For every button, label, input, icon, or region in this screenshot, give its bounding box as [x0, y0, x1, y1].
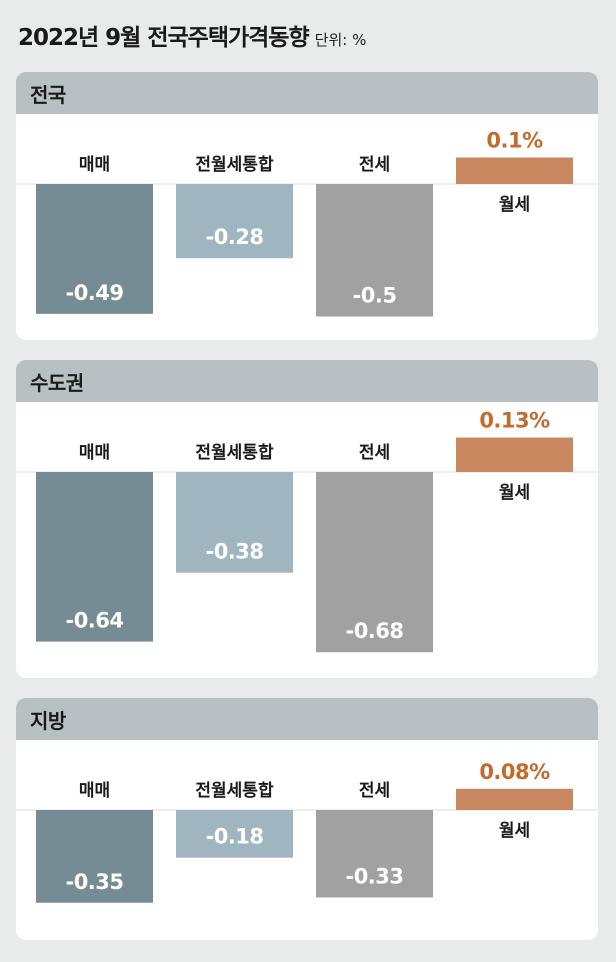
bar-chart: 매매 -0.35 전월세통합 -0.18 전세 -0.33 월세 0.08%	[16, 760, 598, 903]
bar-jeonse	[316, 472, 433, 653]
category-label: 월세	[499, 483, 530, 503]
category-label: 월세	[499, 821, 530, 841]
bar-jeonse	[316, 184, 433, 317]
category-label: 월세	[499, 195, 530, 215]
bar-monthly-rent	[456, 157, 573, 184]
bar-combined-rent	[176, 810, 293, 858]
panel-header: 지방	[16, 698, 598, 740]
panel-regional: 지방 매매 -0.35 전월세통합 -0.18 전세 -0.33 월세 0.08%	[16, 698, 598, 940]
category-label: 매매	[79, 781, 110, 801]
value-label: -0.49	[65, 281, 123, 305]
category-label: 전세	[359, 443, 390, 463]
category-label: 매매	[79, 443, 110, 463]
category-label: 매매	[79, 155, 110, 175]
value-label: -0.64	[65, 609, 123, 633]
bar-chart: 매매 -0.49 전월세통합 -0.28 전세 -0.5 월세 0.1%	[16, 129, 598, 317]
value-label: -0.28	[205, 225, 263, 249]
panel-title: 전국	[30, 82, 66, 107]
chart-title: 2022년 9월 전국주택가격동향	[18, 25, 310, 51]
bar-chart: 매매 -0.64 전월세통합 -0.38 전세 -0.68 월세 0.13%	[16, 409, 598, 653]
bar-sale	[36, 184, 153, 314]
bar-monthly-rent	[456, 788, 573, 810]
category-label: 전월세통합	[195, 780, 274, 801]
panel-capital-area: 수도권 매매 -0.64 전월세통합 -0.38 전세 -0.68 월세 0.13%	[16, 360, 598, 678]
value-label: -0.68	[345, 619, 403, 643]
value-label: -0.38	[205, 540, 263, 564]
category-label: 전월세통합	[195, 154, 274, 175]
category-label: 전세	[359, 155, 390, 175]
panel-header: 전국	[16, 72, 598, 114]
panel-national: 전국 매매 -0.49 전월세통합 -0.28 전세 -0.5 월세 0.1%	[16, 72, 598, 340]
panel-header: 수도권	[16, 360, 598, 402]
bar-combined-rent	[176, 472, 293, 573]
value-label: -0.5	[353, 284, 397, 308]
bar-jeonse	[316, 810, 433, 898]
panel-title: 지방	[30, 708, 66, 733]
unit-label: 단위: %	[314, 31, 367, 49]
bar-combined-rent	[176, 184, 293, 259]
bar-sale	[36, 472, 153, 642]
bar-monthly-rent	[456, 437, 573, 472]
bar-sale	[36, 810, 153, 903]
category-label: 전세	[359, 781, 390, 801]
category-label: 전월세통합	[195, 442, 274, 463]
value-label: -0.18	[205, 825, 263, 849]
title-row: 2022년 9월 전국주택가격동향 단위: %	[18, 18, 366, 52]
value-label: 0.08%	[479, 760, 550, 784]
value-label: 0.13%	[479, 409, 550, 433]
value-label: -0.33	[345, 864, 403, 888]
value-label: -0.35	[65, 870, 123, 894]
panel-title: 수도권	[30, 370, 84, 395]
value-label: 0.1%	[486, 129, 543, 153]
